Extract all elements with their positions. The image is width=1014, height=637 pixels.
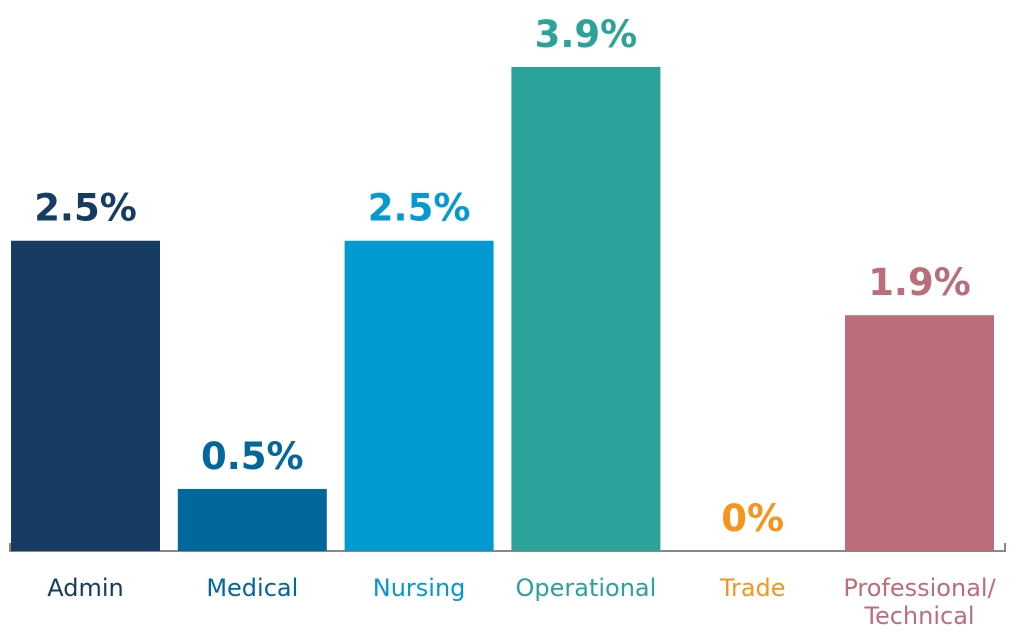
category-label: Professional/ Technical	[843, 574, 996, 630]
value-label: 3.9%	[535, 13, 638, 56]
category-label: Medical	[206, 574, 299, 602]
category-label: Admin	[47, 574, 124, 602]
bar	[511, 67, 661, 551]
category-label: Nursing	[372, 574, 466, 602]
value-label: 0.5%	[201, 435, 304, 478]
bar	[11, 240, 160, 551]
category-label: Operational	[515, 574, 657, 602]
value-label: 1.9%	[868, 261, 971, 304]
baseline	[9, 543, 1006, 552]
value-label: 2.5%	[34, 187, 137, 230]
bar	[177, 488, 327, 551]
bar	[845, 315, 994, 551]
category-label: Trade	[719, 574, 786, 602]
value-label: 2.5%	[368, 187, 471, 230]
value-label: 0%	[721, 497, 784, 540]
bar	[344, 240, 494, 551]
